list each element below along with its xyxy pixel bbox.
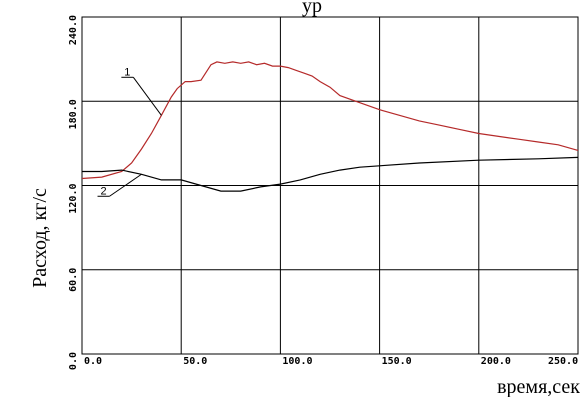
series-line-1	[81, 61, 579, 180]
x-tick-label: 50.0	[183, 356, 207, 367]
callout-leader-2	[109, 173, 142, 197]
chart-title-fragment: ур	[302, 0, 322, 17]
y-tick-label: 60.0	[68, 268, 79, 292]
x-tick-label: 150.0	[382, 356, 412, 367]
series-lines	[81, 61, 579, 192]
y-axis-ticks: 0.0 60.0 120.0 180.0 240.0	[68, 15, 79, 370]
x-axis-label: время,сек	[497, 376, 580, 397]
callout-leader-1	[132, 76, 162, 116]
x-tick-label: 0.0	[84, 356, 102, 367]
x-tick-label: 200.0	[481, 356, 511, 367]
callout-label-1: 1	[124, 66, 130, 78]
y-tick-label: 240.0	[68, 15, 79, 45]
series-callouts: 12	[97, 66, 162, 197]
x-axis-ticks: 0.0 50.0 100.0 150.0 200.0 250.0	[84, 356, 578, 367]
x-tick-label: 100.0	[282, 356, 312, 367]
callout-label-2: 2	[100, 185, 106, 197]
y-tick-label: 0.0	[68, 352, 79, 370]
gridlines	[82, 17, 578, 354]
y-axis-label: Расход, кг/с	[29, 188, 51, 288]
y-tick-label: 180.0	[68, 99, 79, 129]
x-tick-label: 250.0	[548, 356, 578, 367]
series-line-2	[82, 156, 579, 192]
y-tick-label: 120.0	[68, 184, 79, 214]
